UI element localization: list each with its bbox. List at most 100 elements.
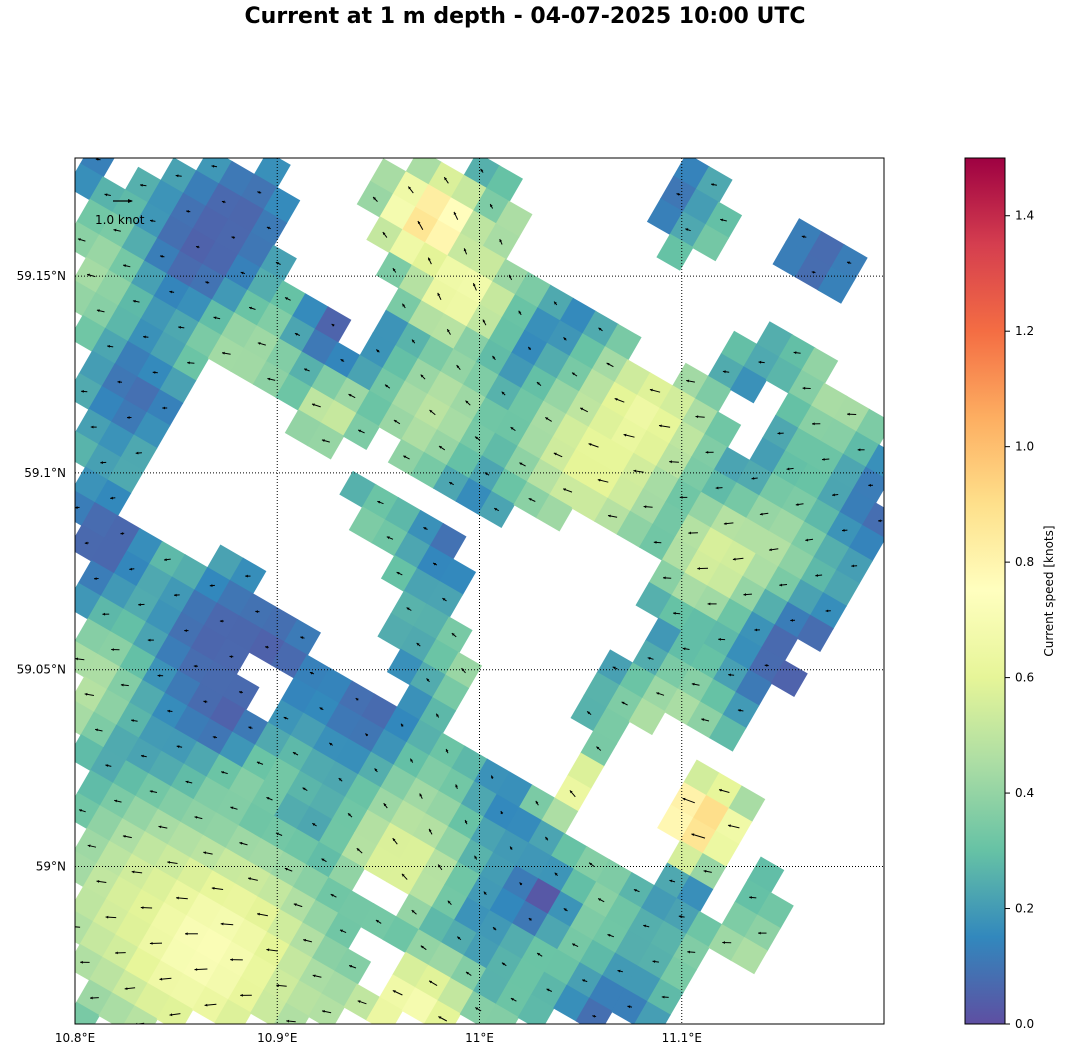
current-arrowhead bbox=[293, 903, 297, 907]
current-arrowhead bbox=[607, 934, 611, 937]
current-arrowhead bbox=[499, 239, 503, 243]
current-arrowhead bbox=[203, 700, 207, 704]
current-arrowhead bbox=[633, 889, 637, 892]
speed-cell bbox=[75, 314, 107, 353]
current-arrowhead bbox=[779, 583, 783, 587]
current-arrowhead bbox=[777, 431, 781, 435]
speed-cell bbox=[730, 937, 768, 975]
current-arrowhead bbox=[114, 799, 118, 803]
speed-cell bbox=[730, 366, 768, 404]
current-arrowhead bbox=[589, 862, 593, 866]
current-arrowhead bbox=[221, 771, 224, 774]
current-arrowhead bbox=[300, 636, 304, 640]
current-arrowhead bbox=[546, 988, 550, 992]
current-arrowhead bbox=[832, 493, 835, 497]
current-arrowhead bbox=[385, 384, 388, 388]
current-arrowhead bbox=[412, 339, 415, 343]
current-arrowhead bbox=[349, 965, 353, 968]
current-arrowhead bbox=[408, 186, 412, 190]
current-arrowhead bbox=[303, 938, 307, 942]
current-arrowhead bbox=[96, 880, 100, 883]
colorbar-tick-label: 0.4 bbox=[1015, 786, 1034, 800]
current-arrowhead bbox=[719, 788, 722, 792]
current-arrowhead bbox=[722, 370, 726, 374]
current-arrowhead bbox=[483, 891, 487, 895]
current-arrowhead bbox=[519, 462, 523, 466]
current-arrowhead bbox=[743, 593, 747, 596]
speed-cell bbox=[796, 614, 834, 652]
speed-cell bbox=[424, 1000, 462, 1024]
current-arrowhead bbox=[715, 486, 719, 490]
current-arrowhead bbox=[375, 920, 379, 923]
current-arrowhead bbox=[102, 612, 106, 616]
current-arrowhead bbox=[795, 503, 799, 506]
current-arrowhead bbox=[406, 607, 410, 611]
current-arrowhead bbox=[338, 778, 342, 781]
speed-cell bbox=[366, 996, 404, 1024]
current-arrowhead bbox=[587, 711, 591, 715]
speed-cell bbox=[75, 221, 101, 259]
map-frame bbox=[74, 157, 885, 1025]
current-arrowhead bbox=[140, 906, 144, 910]
map-area[interactable]: 1.0 knot bbox=[57, 141, 903, 1043]
current-arrowhead bbox=[545, 836, 549, 840]
current-arrowhead bbox=[633, 469, 637, 473]
speed-cell bbox=[459, 990, 497, 1024]
current-arrowhead bbox=[519, 882, 523, 886]
speed-cell bbox=[75, 885, 107, 923]
current-arrowhead bbox=[265, 645, 268, 649]
current-arrowhead bbox=[196, 245, 199, 249]
current-arrowhead bbox=[597, 478, 601, 482]
lat-tick-label: 59.15°N bbox=[17, 269, 66, 283]
speed-cell bbox=[75, 850, 98, 888]
current-arrowhead bbox=[396, 572, 400, 575]
current-arrowhead bbox=[194, 968, 198, 971]
current-arrowhead bbox=[437, 292, 441, 296]
current-arrowhead bbox=[80, 960, 83, 964]
current-arrowhead bbox=[160, 255, 163, 258]
current-arrowhead bbox=[229, 655, 233, 659]
current-arrowhead bbox=[248, 877, 251, 881]
current-arrowhead bbox=[149, 942, 153, 945]
current-arrowhead bbox=[71, 925, 74, 928]
current-arrowhead bbox=[652, 960, 656, 963]
current-arrowhead bbox=[357, 1000, 361, 1003]
current-arrowhead bbox=[239, 841, 243, 845]
current-arrowhead bbox=[212, 735, 216, 739]
colorbar-tick-label: 0.2 bbox=[1015, 902, 1034, 916]
current-arrowhead bbox=[330, 894, 334, 897]
current-arrowhead bbox=[528, 918, 532, 921]
current-arrowhead bbox=[444, 177, 447, 181]
current-arrowhead bbox=[193, 664, 197, 668]
current-arrowhead bbox=[518, 310, 522, 314]
current-arrowhead bbox=[606, 363, 610, 366]
current-arrowhead bbox=[140, 183, 143, 187]
speed-cell bbox=[123, 1005, 158, 1024]
current-arrowhead bbox=[286, 1019, 290, 1023]
current-arrowhead bbox=[322, 1010, 325, 1013]
speed-cell bbox=[517, 994, 555, 1024]
speed-cell bbox=[634, 1001, 671, 1024]
quiver-key-label: 1.0 knot bbox=[95, 213, 145, 227]
current-arrowhead bbox=[554, 872, 558, 876]
current-arrowhead bbox=[231, 236, 235, 239]
current-arrowhead bbox=[588, 443, 592, 446]
current-arrowhead bbox=[484, 472, 488, 476]
current-arrowhead bbox=[158, 825, 162, 829]
speed-cell bbox=[75, 910, 94, 946]
current-arrowhead bbox=[572, 943, 576, 947]
longitude-tick-labels: 10.8°E 10.9°E 11°E 11.1°E bbox=[55, 1031, 702, 1045]
speed-cell bbox=[156, 995, 194, 1024]
current-arrowhead bbox=[376, 349, 380, 353]
current-arrowhead bbox=[110, 496, 113, 500]
current-arrowhead bbox=[416, 643, 420, 646]
speed-cell bbox=[861, 502, 884, 539]
current-arrowhead bbox=[124, 987, 128, 990]
current-arrowhead bbox=[868, 483, 871, 487]
current-arrowhead bbox=[149, 790, 153, 793]
current-arrowhead bbox=[383, 803, 387, 807]
current-arrowhead bbox=[184, 629, 187, 632]
current-arrowhead bbox=[374, 768, 378, 772]
current-arrowhead bbox=[661, 995, 665, 999]
